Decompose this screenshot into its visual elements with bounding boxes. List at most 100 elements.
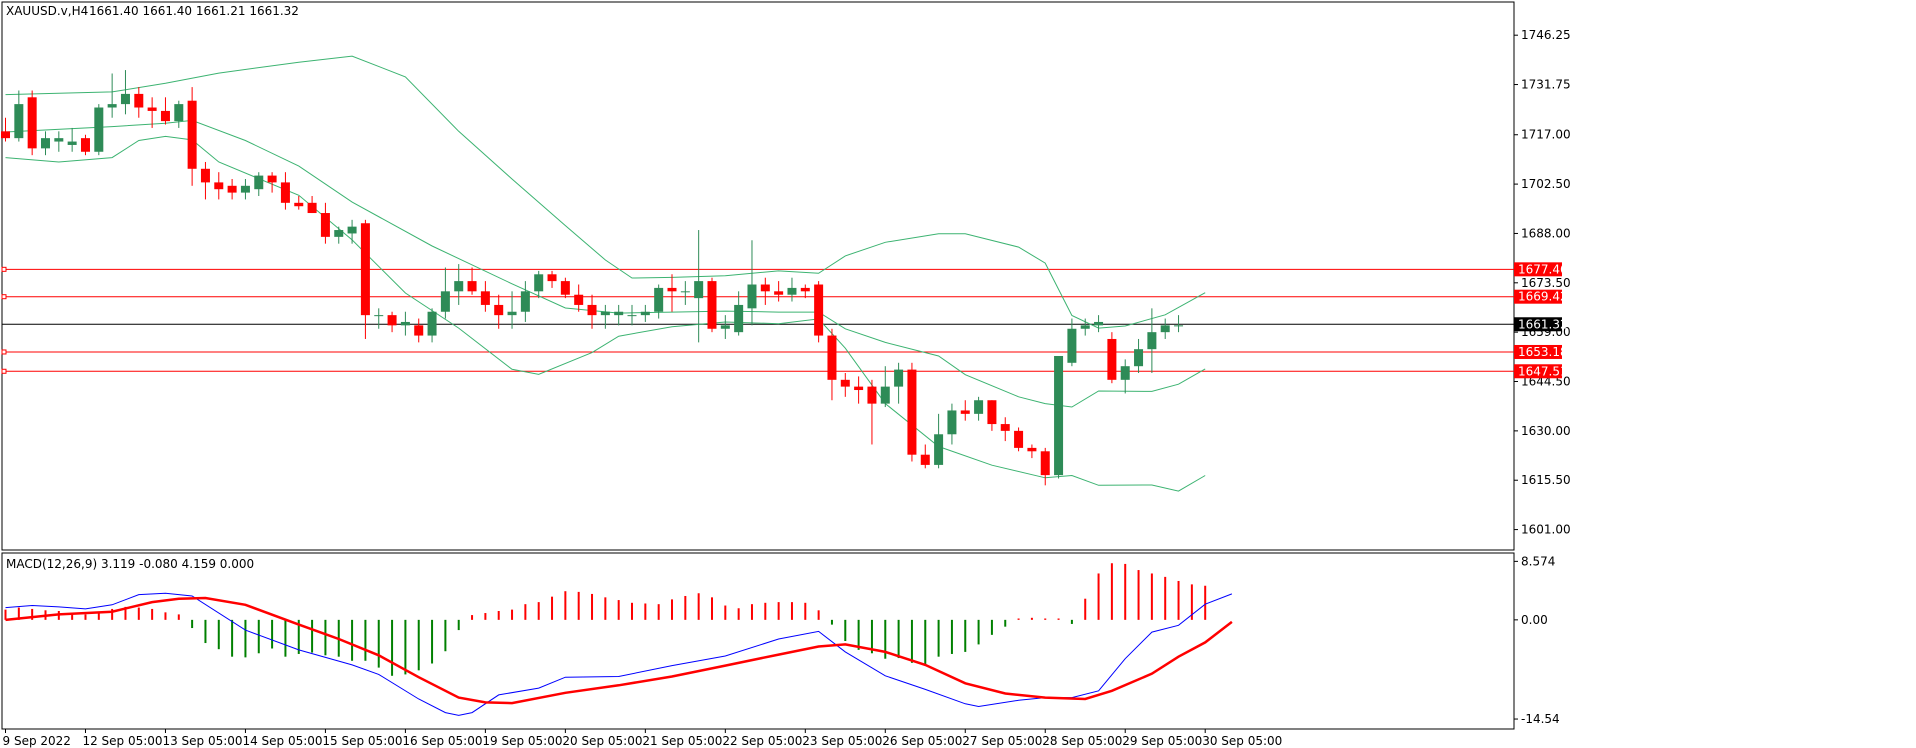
- candlestick: [880, 366, 890, 408]
- candlestick: [147, 97, 157, 128]
- candlestick: [1107, 332, 1117, 384]
- candlestick: [414, 318, 424, 343]
- macd-label: MACD(12,26,9) 3.119 -0.080 4.159 0.000: [6, 557, 254, 571]
- candle-body: [907, 369, 917, 455]
- level-price-tag: 1677.46: [1518, 262, 1568, 276]
- candlestick: [854, 376, 864, 404]
- level-price-tag-bg: [1514, 289, 1562, 304]
- candlestick: [360, 219, 370, 339]
- candle-body: [1094, 321, 1104, 326]
- time-axis-label: 13 Sep 05:00: [162, 734, 242, 748]
- candle-body: [654, 287, 664, 312]
- time-axis-label: 22 Sep 05:00: [722, 734, 802, 748]
- price-axis-label: 1688.00: [1521, 226, 1571, 240]
- candlestick: [54, 131, 64, 152]
- candlestick: [374, 308, 384, 329]
- candlestick: [467, 267, 477, 295]
- candlestick: [387, 311, 397, 333]
- candle-body: [134, 93, 144, 108]
- candle-body: [494, 304, 504, 316]
- time-axis-label: 20 Sep 05:00: [562, 734, 642, 748]
- price-panel-frame: [1, 1, 1515, 551]
- candle-body: [760, 284, 770, 292]
- candlestick: [680, 281, 690, 305]
- candle-body: [787, 287, 797, 295]
- candle-body: [254, 175, 264, 190]
- candlestick: [1040, 447, 1050, 486]
- candlestick: [214, 172, 224, 200]
- candle-body: [747, 284, 757, 309]
- candlestick: [974, 396, 984, 421]
- bollinger-upper-band: [5, 55, 1206, 329]
- candle-body: [1174, 325, 1184, 327]
- candle-body: [14, 104, 24, 139]
- level-price-tag: 1653.18: [1518, 345, 1568, 359]
- candlestick: [800, 284, 810, 299]
- candle-body: [1160, 325, 1170, 333]
- candlestick: [1, 117, 10, 142]
- level-handle: [1, 349, 7, 355]
- candle-body: [600, 311, 610, 316]
- time-axis-label: 27 Sep 05:00: [962, 734, 1042, 748]
- time-axis-label: 26 Sep 05:00: [882, 734, 962, 748]
- time-axis-label: 28 Sep 05:00: [1042, 734, 1122, 748]
- candle-body: [80, 138, 90, 152]
- candlestick: [747, 240, 757, 326]
- candlestick: [720, 315, 730, 339]
- candlestick: [1000, 417, 1010, 442]
- macd-axis-label: -14.54: [1521, 712, 1560, 726]
- candlestick: [200, 161, 210, 200]
- signal-line: [5, 596, 1233, 705]
- candlestick: [774, 281, 784, 302]
- candle-body: [1, 131, 10, 139]
- candlestick: [614, 304, 624, 326]
- candle-body: [800, 287, 810, 292]
- candlestick: [934, 413, 944, 469]
- candlestick: [494, 294, 504, 329]
- price-axis-label: 1601.00: [1521, 523, 1571, 537]
- candle-body: [947, 410, 957, 435]
- candlestick: [760, 277, 770, 305]
- time-axis-label: 23 Sep 05:00: [802, 734, 882, 748]
- candlestick: [520, 281, 530, 322]
- candlestick: [347, 219, 357, 244]
- current-price-tag-bg: [1514, 317, 1562, 332]
- macd-panel: MACD(12,26,9) 3.119 -0.080 4.159 0.000: [1, 552, 1515, 730]
- candlestick: [307, 196, 317, 214]
- candle-body: [920, 454, 930, 465]
- candle-body: [1147, 332, 1157, 350]
- candlestick: [654, 284, 664, 319]
- symbol-label: XAUUSD.v,H4: [6, 4, 88, 18]
- candlestick: [1174, 315, 1184, 333]
- candle-body: [107, 104, 117, 108]
- candle-body: [40, 138, 50, 149]
- candlestick: [627, 304, 637, 326]
- level-price-tag: 1647.51: [1518, 364, 1568, 378]
- candlestick: [507, 291, 517, 329]
- price-panel: XAUUSD.v,H4 1661.40 1661.40 1661.21 1661…: [1, 1, 1515, 551]
- candlestick: [1014, 427, 1024, 452]
- candle-body: [400, 321, 410, 326]
- level-handle: [1, 266, 7, 272]
- candle-body: [427, 311, 437, 336]
- candle-body: [974, 400, 984, 414]
- candle-body: [534, 274, 544, 292]
- candle-body: [160, 110, 170, 122]
- price-axis-label: 1673.50: [1521, 276, 1571, 290]
- price-axis-label: 1717.00: [1521, 128, 1571, 142]
- candle-body: [174, 104, 184, 122]
- candlestick: [1120, 359, 1130, 394]
- candle-body: [334, 230, 344, 237]
- candlestick: [40, 131, 50, 156]
- candlestick: [1027, 444, 1037, 459]
- candle-body: [867, 386, 877, 404]
- candle-body: [614, 311, 624, 316]
- horizontal-level-lines[interactable]: [1, 266, 1514, 374]
- candle-body: [587, 304, 597, 316]
- candlestick: [1067, 318, 1077, 367]
- candle-body: [827, 335, 837, 380]
- axes: 1746.25 1731.75 1717.00 1702.50 1688.00 1673.…: [3, 28, 1571, 748]
- candlestick: [267, 172, 277, 193]
- level-price-tag-bg: [1514, 262, 1562, 277]
- candle-body: [54, 138, 64, 142]
